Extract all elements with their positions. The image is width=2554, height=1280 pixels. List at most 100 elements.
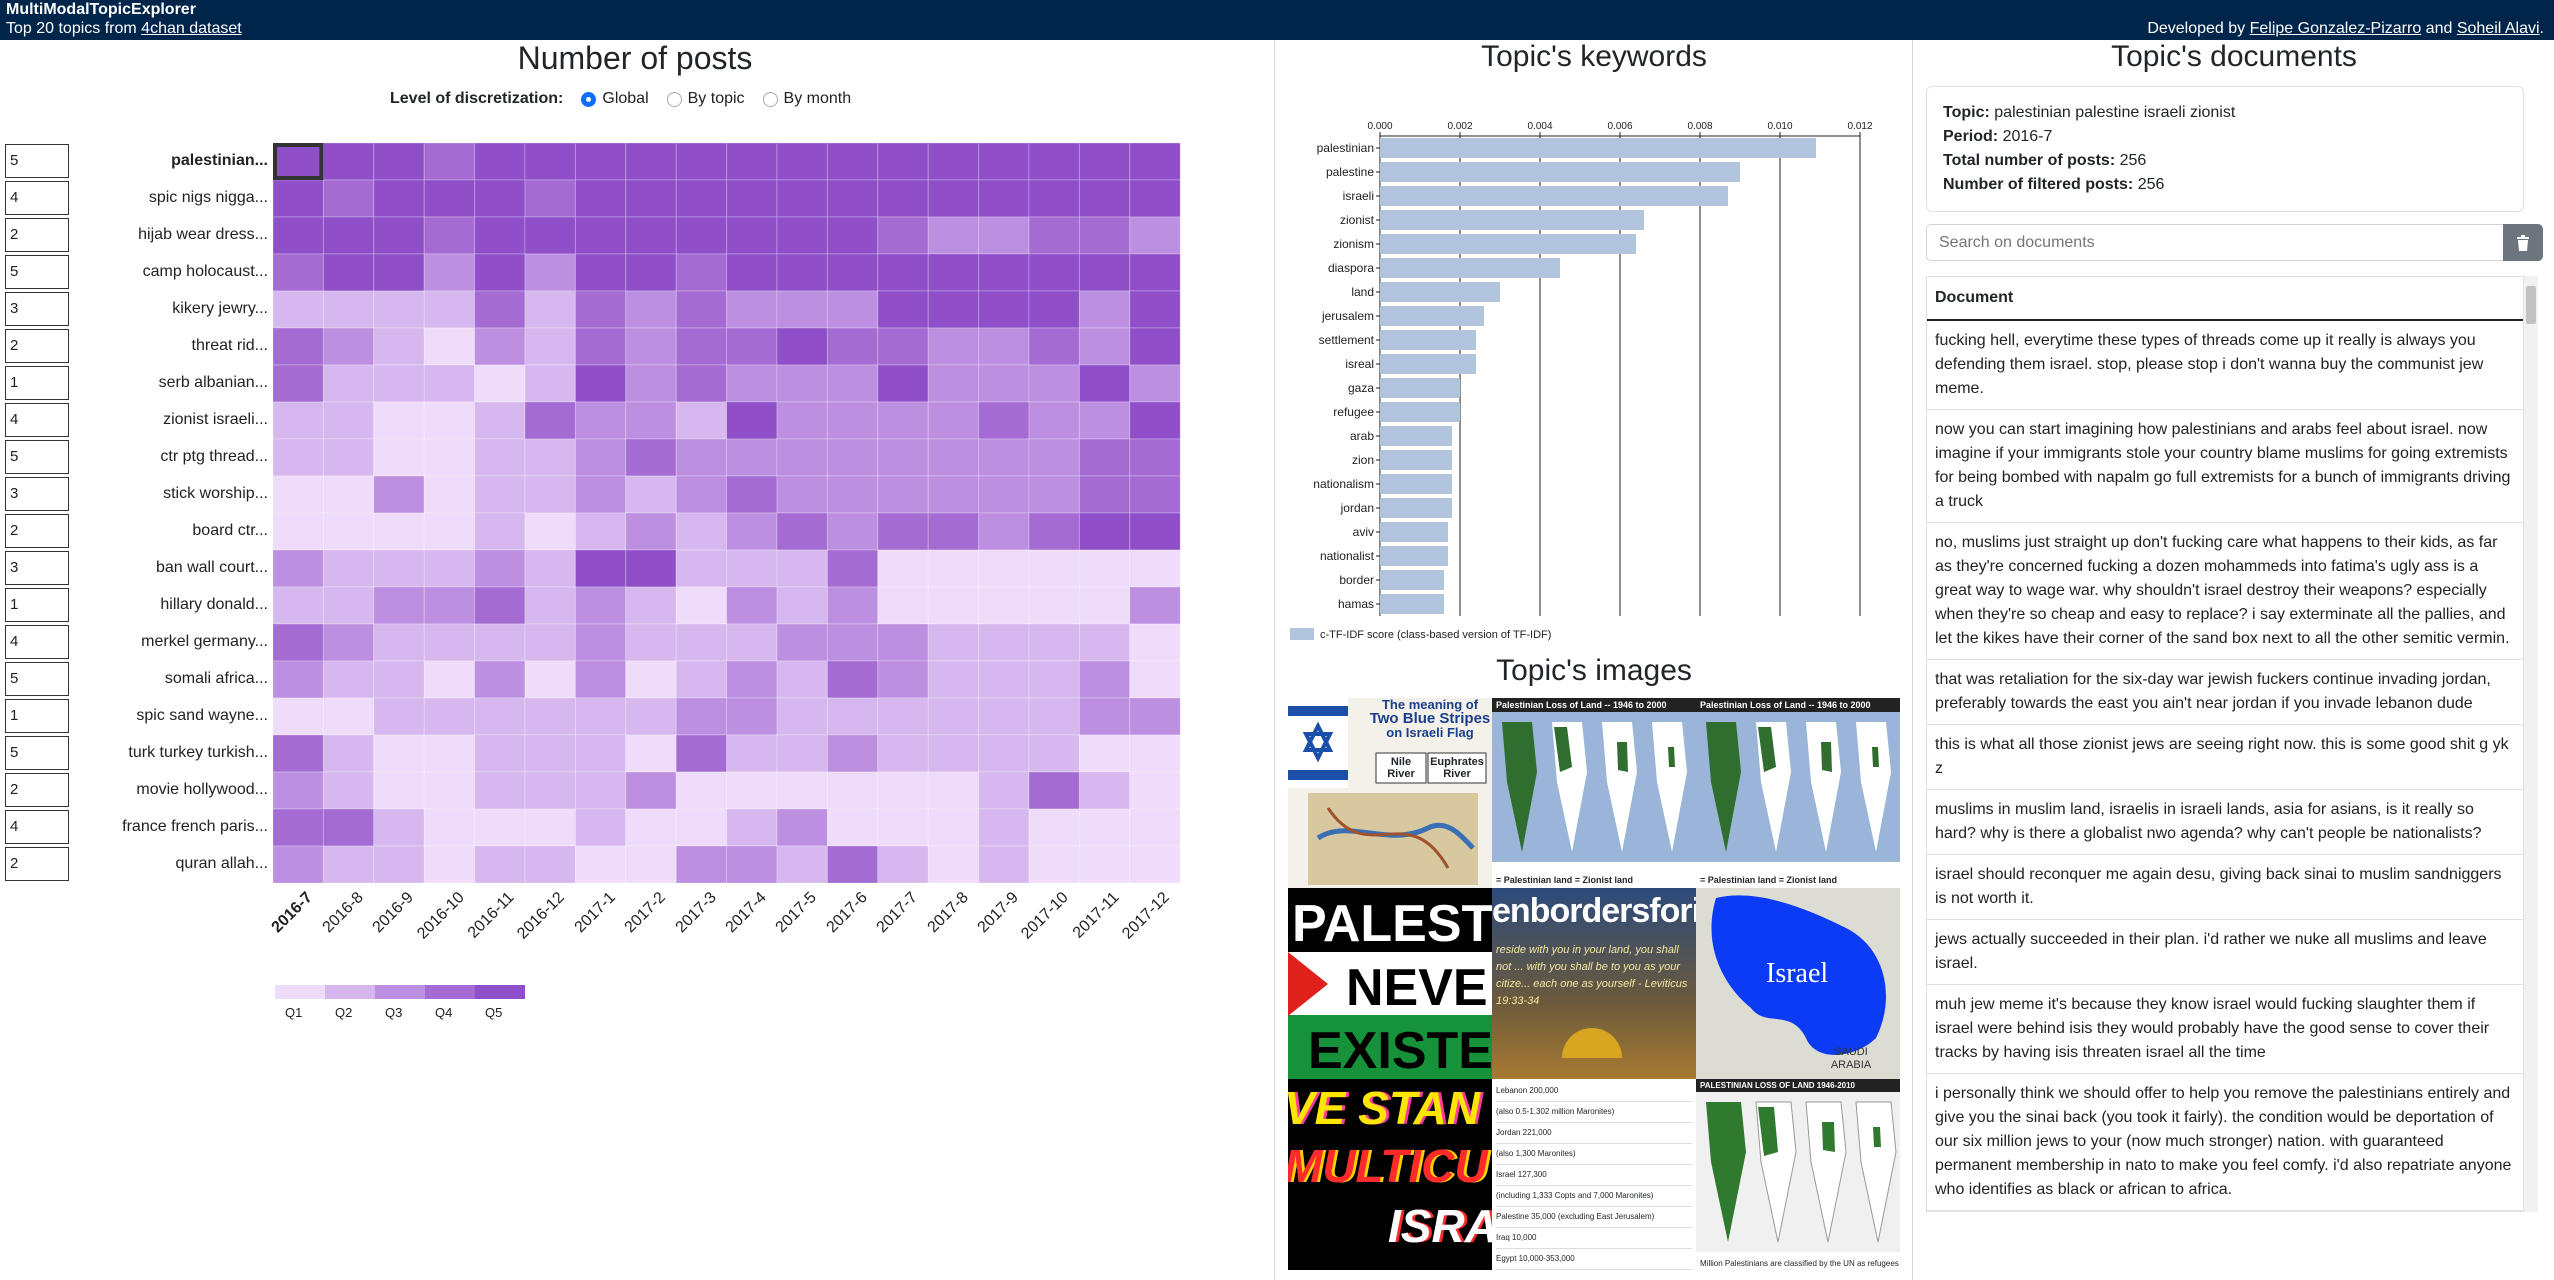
document-row[interactable]: israel should reconquer me again desu, g…: [1927, 855, 2523, 920]
heatmap-cell[interactable]: [1078, 845, 1131, 883]
heatmap-cell[interactable]: [726, 771, 778, 810]
heatmap-cell[interactable]: [776, 290, 828, 329]
heatmap-cell[interactable]: [625, 734, 677, 773]
heatmap-cell[interactable]: [423, 660, 476, 699]
heatmap-cell[interactable]: [978, 512, 1030, 551]
heatmap-cell[interactable]: [1078, 549, 1131, 588]
heatmap-cell[interactable]: [423, 143, 476, 181]
heatmap-cell[interactable]: [675, 808, 728, 847]
heatmap-cell[interactable]: [1078, 512, 1131, 551]
heatmap-cell[interactable]: [574, 290, 627, 329]
heatmap-cell[interactable]: [474, 401, 526, 440]
heatmap-cell[interactable]: [978, 734, 1030, 773]
heatmap-cell[interactable]: [574, 623, 627, 662]
heatmap-cell[interactable]: [273, 290, 324, 329]
heatmap-cell[interactable]: [474, 845, 526, 883]
heatmap-cell[interactable]: [927, 143, 980, 181]
topic-row-label[interactable]: hijab wear dress...: [138, 226, 268, 243]
heatmap-cell[interactable]: [877, 512, 929, 551]
heatmap-cell[interactable]: [927, 216, 980, 255]
heatmap-cell[interactable]: [927, 438, 980, 477]
heatmap-cell[interactable]: [474, 290, 526, 329]
heatmap-cell[interactable]: [1129, 179, 1181, 218]
heatmap-cell[interactable]: [675, 697, 728, 736]
heatmap-cell[interactable]: [776, 253, 828, 292]
heatmap-cell[interactable]: [776, 143, 828, 181]
heatmap-cell[interactable]: [524, 216, 576, 255]
document-row[interactable]: muslims in muslim land, israelis in isra…: [1927, 790, 2523, 855]
heatmap-cell[interactable]: [877, 438, 929, 477]
heatmap-cell[interactable]: [625, 253, 677, 292]
heatmap-cell[interactable]: [877, 401, 929, 440]
heatmap-cell[interactable]: [524, 327, 576, 366]
heatmap-cell[interactable]: [574, 327, 627, 366]
heatmap-cell[interactable]: [877, 216, 929, 255]
heatmap-cell[interactable]: [625, 697, 677, 736]
heatmap-cell[interactable]: [625, 290, 677, 329]
heatmap-cell[interactable]: [273, 438, 324, 477]
heatmap-cell[interactable]: [273, 253, 324, 292]
heatmap-cell[interactable]: [1129, 697, 1181, 736]
image-palestine-never-existed[interactable]: PALEST NEVE EXISTE: [1288, 888, 1492, 1079]
heatmap-cell[interactable]: [1129, 808, 1181, 847]
heatmap-cell[interactable]: [373, 253, 425, 292]
heatmap-cell[interactable]: [927, 512, 980, 551]
heatmap-cell[interactable]: [1078, 475, 1131, 514]
radio-by-topic-dot[interactable]: [666, 91, 682, 107]
heatmap-cell[interactable]: [927, 660, 980, 699]
topic-row-label[interactable]: ban wall court...: [155, 559, 268, 576]
heatmap-cell[interactable]: [322, 179, 375, 218]
heatmap-cell[interactable]: [826, 586, 879, 625]
heatmap-cell[interactable]: [1028, 216, 1080, 255]
heatmap-cell[interactable]: [273, 845, 324, 883]
heatmap-cell[interactable]: [574, 586, 627, 625]
month-label[interactable]: 2016-8: [319, 889, 367, 937]
heatmap-cell[interactable]: [1129, 512, 1181, 551]
heatmap-cell[interactable]: [776, 438, 828, 477]
heatmap-cell[interactable]: [1078, 623, 1131, 662]
heatmap-cell[interactable]: [322, 623, 375, 662]
heatmap-cell[interactable]: [726, 512, 778, 551]
heatmap-cell[interactable]: [322, 216, 375, 255]
heatmap-cell[interactable]: [675, 512, 728, 551]
heatmap-cell[interactable]: [1129, 734, 1181, 773]
heatmap-cell[interactable]: [826, 327, 879, 366]
heatmap-cell[interactable]: [776, 623, 828, 662]
heatmap-cell[interactable]: [1028, 586, 1080, 625]
heatmap-cell[interactable]: [373, 475, 425, 514]
heatmap-cell[interactable]: [322, 401, 375, 440]
month-label[interactable]: 2017-10: [1018, 889, 1073, 943]
heatmap-cell[interactable]: [978, 401, 1030, 440]
heatmap-cell[interactable]: [474, 253, 526, 292]
heatmap-cell[interactable]: [776, 512, 828, 551]
heatmap-cell[interactable]: [1028, 290, 1080, 329]
heatmap-cell[interactable]: [625, 179, 677, 218]
heatmap-cell[interactable]: [273, 512, 324, 551]
heatmap-cell[interactable]: [373, 808, 425, 847]
heatmap-cell[interactable]: [625, 401, 677, 440]
heatmap-cell[interactable]: [524, 623, 576, 662]
heatmap-cell[interactable]: [978, 697, 1030, 736]
image-multicultural-israel[interactable]: VE STAN MULTICU ISRA: [1288, 1079, 1492, 1270]
heatmap-cell[interactable]: [776, 808, 828, 847]
heatmap-cell[interactable]: [373, 660, 425, 699]
topic-row-label[interactable]: stick worship...: [163, 485, 268, 502]
heatmap-cell[interactable]: [978, 216, 1030, 255]
heatmap-cell[interactable]: [423, 253, 476, 292]
heatmap-cell[interactable]: [726, 179, 778, 218]
heatmap-cell[interactable]: [826, 401, 879, 440]
heatmap-cell[interactable]: [1078, 771, 1131, 810]
heatmap-cell[interactable]: [423, 734, 476, 773]
heatmap-cell[interactable]: [322, 327, 375, 366]
heatmap-cell[interactable]: [574, 660, 627, 699]
image-population-table[interactable]: Lebanon 200,000 (also 0.5-1.302 million M…: [1492, 1079, 1696, 1270]
heatmap-cell[interactable]: [675, 549, 728, 588]
topic-row-label[interactable]: spic nigs nigga...: [148, 189, 268, 206]
document-row[interactable]: this is what all those zionist jews are …: [1927, 725, 2523, 790]
heatmap-cell[interactable]: [423, 216, 476, 255]
heatmap-cell[interactable]: [1078, 660, 1131, 699]
topic-row-label[interactable]: palestinian...: [171, 152, 268, 169]
heatmap-cell[interactable]: [1028, 179, 1080, 218]
heatmap-cell[interactable]: [826, 438, 879, 477]
month-label[interactable]: 2017-3: [672, 889, 720, 937]
